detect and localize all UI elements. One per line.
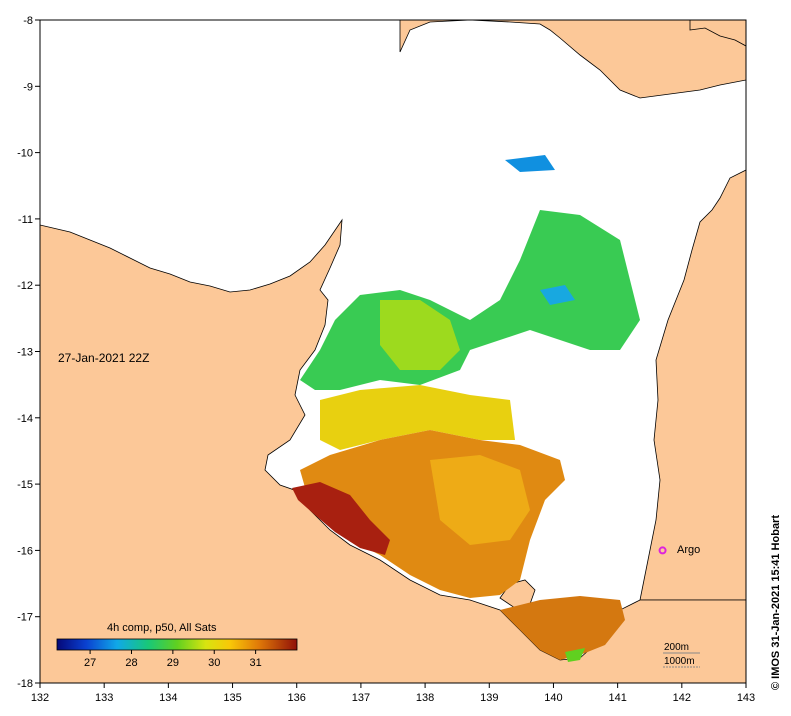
x-tick-label: 139 — [480, 692, 498, 704]
sst-yellowgreen-band — [380, 300, 460, 370]
argo-label: Argo — [677, 544, 700, 556]
x-tick-label: 135 — [223, 692, 241, 704]
x-tick-label: 138 — [416, 692, 434, 704]
colorbar-tick-label: 31 — [249, 657, 261, 669]
y-tick-label: -9 — [23, 81, 33, 93]
colorbar-ticks: 27 28 29 30 31 — [84, 650, 262, 669]
colorbar-scale — [56, 638, 298, 651]
sst-yellow-band — [320, 385, 515, 450]
x-tick-label: 142 — [673, 692, 691, 704]
x-axis: 132 133 134 135 136 137 138 139 140 141 142 143 — [31, 683, 755, 704]
argo-marker-symbol[interactable] — [658, 546, 667, 555]
y-tick-label: -14 — [17, 413, 33, 425]
land-torres-islands — [689, 20, 746, 47]
x-tick-label: 137 — [352, 692, 370, 704]
colorbar: 4h comp, p50, All Sats 27 28 29 30 31 — [56, 622, 298, 669]
x-tick-label: 143 — [737, 692, 755, 704]
depth-200m-label: 200m — [664, 642, 689, 653]
y-tick-label: -10 — [17, 148, 33, 160]
y-tick-label: -11 — [18, 214, 33, 226]
land-cape-york — [639, 169, 746, 601]
y-tick-label: -13 — [17, 347, 33, 359]
y-tick-label: -16 — [17, 545, 33, 557]
x-tick-label: 136 — [288, 692, 306, 704]
depth-1000m-label: 1000m — [664, 656, 695, 667]
y-tick-label: -18 — [17, 678, 33, 690]
colorbar-tick-label: 28 — [125, 657, 137, 669]
land-new-guinea — [399, 20, 746, 99]
colorbar-tick-label: 27 — [84, 657, 96, 669]
sst-bluepatch-2 — [540, 285, 575, 305]
colorbar-tick-label: 29 — [167, 657, 179, 669]
argo-marker[interactable]: Argo — [658, 544, 701, 556]
colorbar-title: 4h comp, p50, All Sats — [107, 622, 217, 634]
x-tick-label: 141 — [608, 692, 626, 704]
sst-green-fleck — [565, 648, 585, 662]
sst-orange-light — [430, 455, 530, 545]
x-tick-label: 133 — [95, 692, 113, 704]
map-plot-area — [40, 20, 746, 683]
sst-hot-coastal — [292, 482, 390, 555]
y-tick-label: -17 — [17, 612, 33, 624]
y-axis: -8 -9 -10 -11 -12 -13 -14 -15 -16 -17 -18 — [17, 15, 40, 690]
y-tick-label: -15 — [17, 479, 33, 491]
y-tick-label: -8 — [23, 15, 33, 27]
x-tick-label: 140 — [544, 692, 562, 704]
depth-legend: 200m 1000m — [663, 642, 700, 668]
colorbar-tick-label: 30 — [208, 657, 220, 669]
sst-south-gulf — [500, 596, 625, 660]
y-tick-label: -12 — [17, 280, 33, 292]
sst-bluepatch — [505, 155, 555, 172]
credit-label: © IMOS 31-Jan-2021 15:41 Hobart — [770, 515, 782, 690]
x-tick-label: 132 — [31, 692, 49, 704]
x-tick-label: 134 — [159, 692, 177, 704]
date-label: 27-Jan-2021 22Z — [58, 351, 149, 365]
